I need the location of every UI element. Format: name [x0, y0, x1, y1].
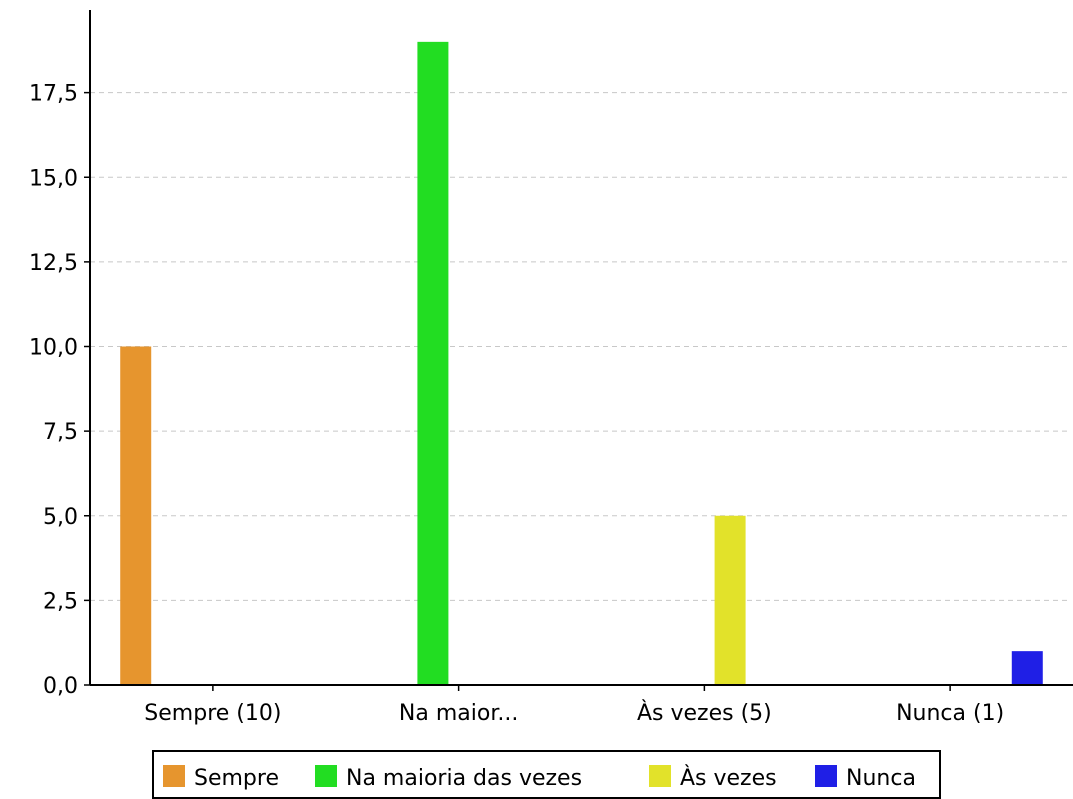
bar-nunca	[1011, 651, 1043, 685]
bar-sempre	[120, 346, 152, 685]
y-tick-label: 0,0	[43, 674, 78, 699]
x-tick-label: Sempre (10)	[144, 701, 281, 726]
legend-swatch	[815, 765, 837, 787]
y-tick-label: 10,0	[29, 336, 78, 361]
legend: Sempre Na maioria das vezes Às vezes Nunca	[152, 750, 941, 799]
legend-label: Nunca	[846, 766, 916, 791]
x-tick-label: Às vezes (5)	[637, 700, 772, 726]
bar--s-vezes	[714, 515, 746, 685]
bars	[120, 41, 1043, 686]
legend-swatch	[315, 765, 337, 787]
axes	[89, 10, 1073, 686]
legend-swatch	[163, 765, 185, 787]
y-tick-label: 17,5	[29, 82, 78, 107]
y-tick-label: 12,5	[29, 251, 78, 276]
y-tick-label: 15,0	[29, 166, 78, 191]
y-ticks: 0,0 2,5 5,0 7,5 10,0 12,5 15,0 17,5	[29, 82, 90, 699]
x-tick-label: Nunca (1)	[896, 701, 1004, 726]
bar-na-maioria-das-vezes	[417, 41, 449, 686]
x-tick-label: Na maior...	[399, 701, 518, 726]
legend-label: Na maioria das vezes	[346, 766, 582, 791]
y-tick-label: 7,5	[43, 420, 78, 445]
legend-swatch	[649, 765, 671, 787]
y-tick-label: 2,5	[43, 589, 78, 614]
legend-label: Sempre	[194, 766, 279, 791]
legend-box	[152, 750, 941, 799]
x-ticks: Sempre (10) Na maior... Às vezes (5) Nunca …	[144, 685, 1004, 726]
y-tick-label: 5,0	[43, 505, 78, 530]
grid-lines	[90, 92, 1068, 601]
legend-label: Às vezes	[680, 765, 777, 791]
